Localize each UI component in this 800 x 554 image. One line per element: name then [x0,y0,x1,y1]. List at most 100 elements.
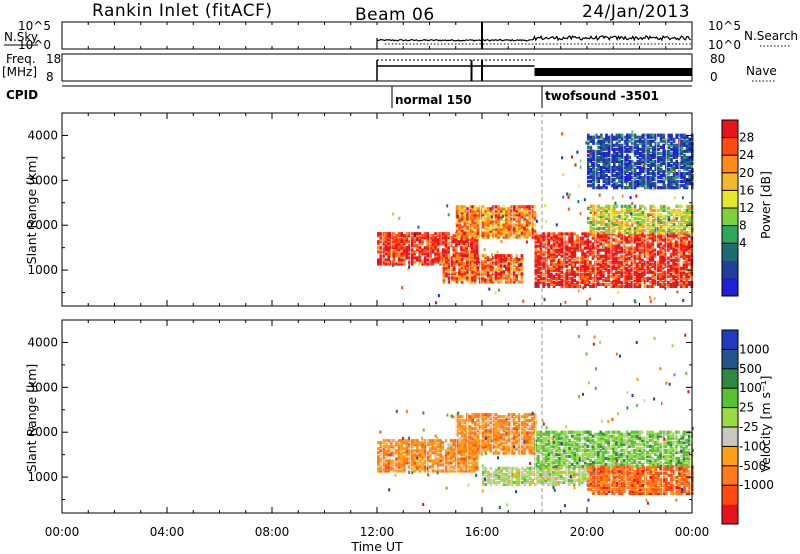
heatmap-cell [618,135,621,139]
heatmap-cell [550,276,553,280]
heatmap-cell [413,250,416,254]
heatmap-cell [531,221,534,225]
heatmap-cell [596,282,600,286]
heatmap-cell [449,258,453,262]
heatmap-cell [667,176,671,180]
heatmap-cell [494,278,498,282]
heatmap-cell [400,246,403,250]
heatmap-cell [413,449,416,453]
heatmap-cell [475,457,479,461]
heatmap-cell [416,441,419,445]
heatmap-cell [648,270,652,274]
heatmap-cell [646,155,650,159]
heatmap-cell [476,429,480,433]
heatmap-cell [436,467,440,471]
heatmap-cell [403,250,406,254]
heatmap-cell [455,235,459,239]
heatmap-cell [618,226,621,231]
heatmap-cell [523,449,526,453]
heatmap-cell [381,233,384,237]
heatmap-cell [398,216,401,220]
heatmap-cell [635,274,639,278]
cpid-label: CPID [6,88,38,102]
heatmap-cell [463,233,467,237]
heatmap-cell [565,276,569,280]
heatmap-cell [515,211,519,215]
heatmap-cell [552,242,556,246]
heatmap-cell [444,252,448,256]
heatmap-cell [670,210,673,214]
heatmap-cell [442,242,445,246]
heatmap-cell [434,260,437,264]
heatmap-cell [651,236,655,240]
heatmap-cell [447,248,450,252]
heatmap-cell [636,139,639,143]
heatmap-cell [576,256,579,260]
heatmap-cell [602,245,605,249]
heatmap-cell [497,235,500,239]
heatmap-cell [499,439,503,443]
heatmap-cell [489,445,493,449]
heatmap-cell [497,421,500,425]
heatmap-cell [605,208,608,212]
heatmap-cell [499,433,503,437]
heatmap-cell [620,133,624,137]
heatmap-cell [626,141,629,145]
heatmap-cell [473,280,477,284]
heatmap-cell [610,135,613,139]
heatmap-cell [623,163,626,168]
heatmap-cell [659,206,663,210]
heatmap-cell [661,274,665,278]
heatmap-cell [442,256,446,260]
heatmap-cell [468,231,472,235]
heatmap-cell [615,159,619,163]
heatmap-cell [599,268,603,272]
heatmap-cell [476,415,480,419]
heatmap-cell [435,301,437,305]
heatmap-cell [656,242,660,246]
heatmap-cell [646,145,650,149]
heatmap-cell [465,459,468,463]
heatmap-cell [495,468,498,472]
heatmap-cell [620,184,624,188]
heatmap-cell [505,278,508,282]
heatmap-cell [589,159,593,163]
nsky-tick-bottom: 10^0 [18,38,51,52]
heatmap-cell [625,270,629,274]
heatmap-cell [481,264,485,268]
heatmap-cell [641,262,644,266]
heatmap-cell [439,441,442,445]
heatmap-cell [382,465,385,469]
heatmap-cell [473,225,477,229]
heatmap-cell [685,280,688,284]
heatmap-cell [507,429,511,433]
heatmap-cell [597,155,600,159]
heatmap-cell [654,161,658,166]
heatmap-cell [455,413,459,417]
heatmap-cell [612,284,616,288]
heatmap-cell [495,472,498,476]
heatmap-cell [555,254,558,258]
heatmap-cell [395,244,398,248]
heatmap-cell [486,435,490,439]
heatmap-cell [631,167,634,172]
heatmap-cell [400,244,403,248]
heatmap-cell [688,212,691,216]
heatmap-cell [379,248,383,252]
heatmap-cell [539,274,543,278]
heatmap-cell [628,272,631,276]
heatmap-cell [492,445,495,449]
heatmap-cell [680,149,684,153]
heatmap-cell [685,155,689,159]
heatmap-cell [473,242,476,246]
heatmap-cell [505,276,508,280]
heatmap-cell [473,262,476,266]
heatmap-cell [515,445,519,449]
heatmap-cell [659,135,663,139]
heatmap-cell [675,133,678,137]
heatmap-cell [592,182,595,186]
heatmap-cell [688,231,691,235]
heatmap-cell [620,222,624,227]
heatmap-cell [607,216,611,220]
heatmap-cell [463,445,467,449]
